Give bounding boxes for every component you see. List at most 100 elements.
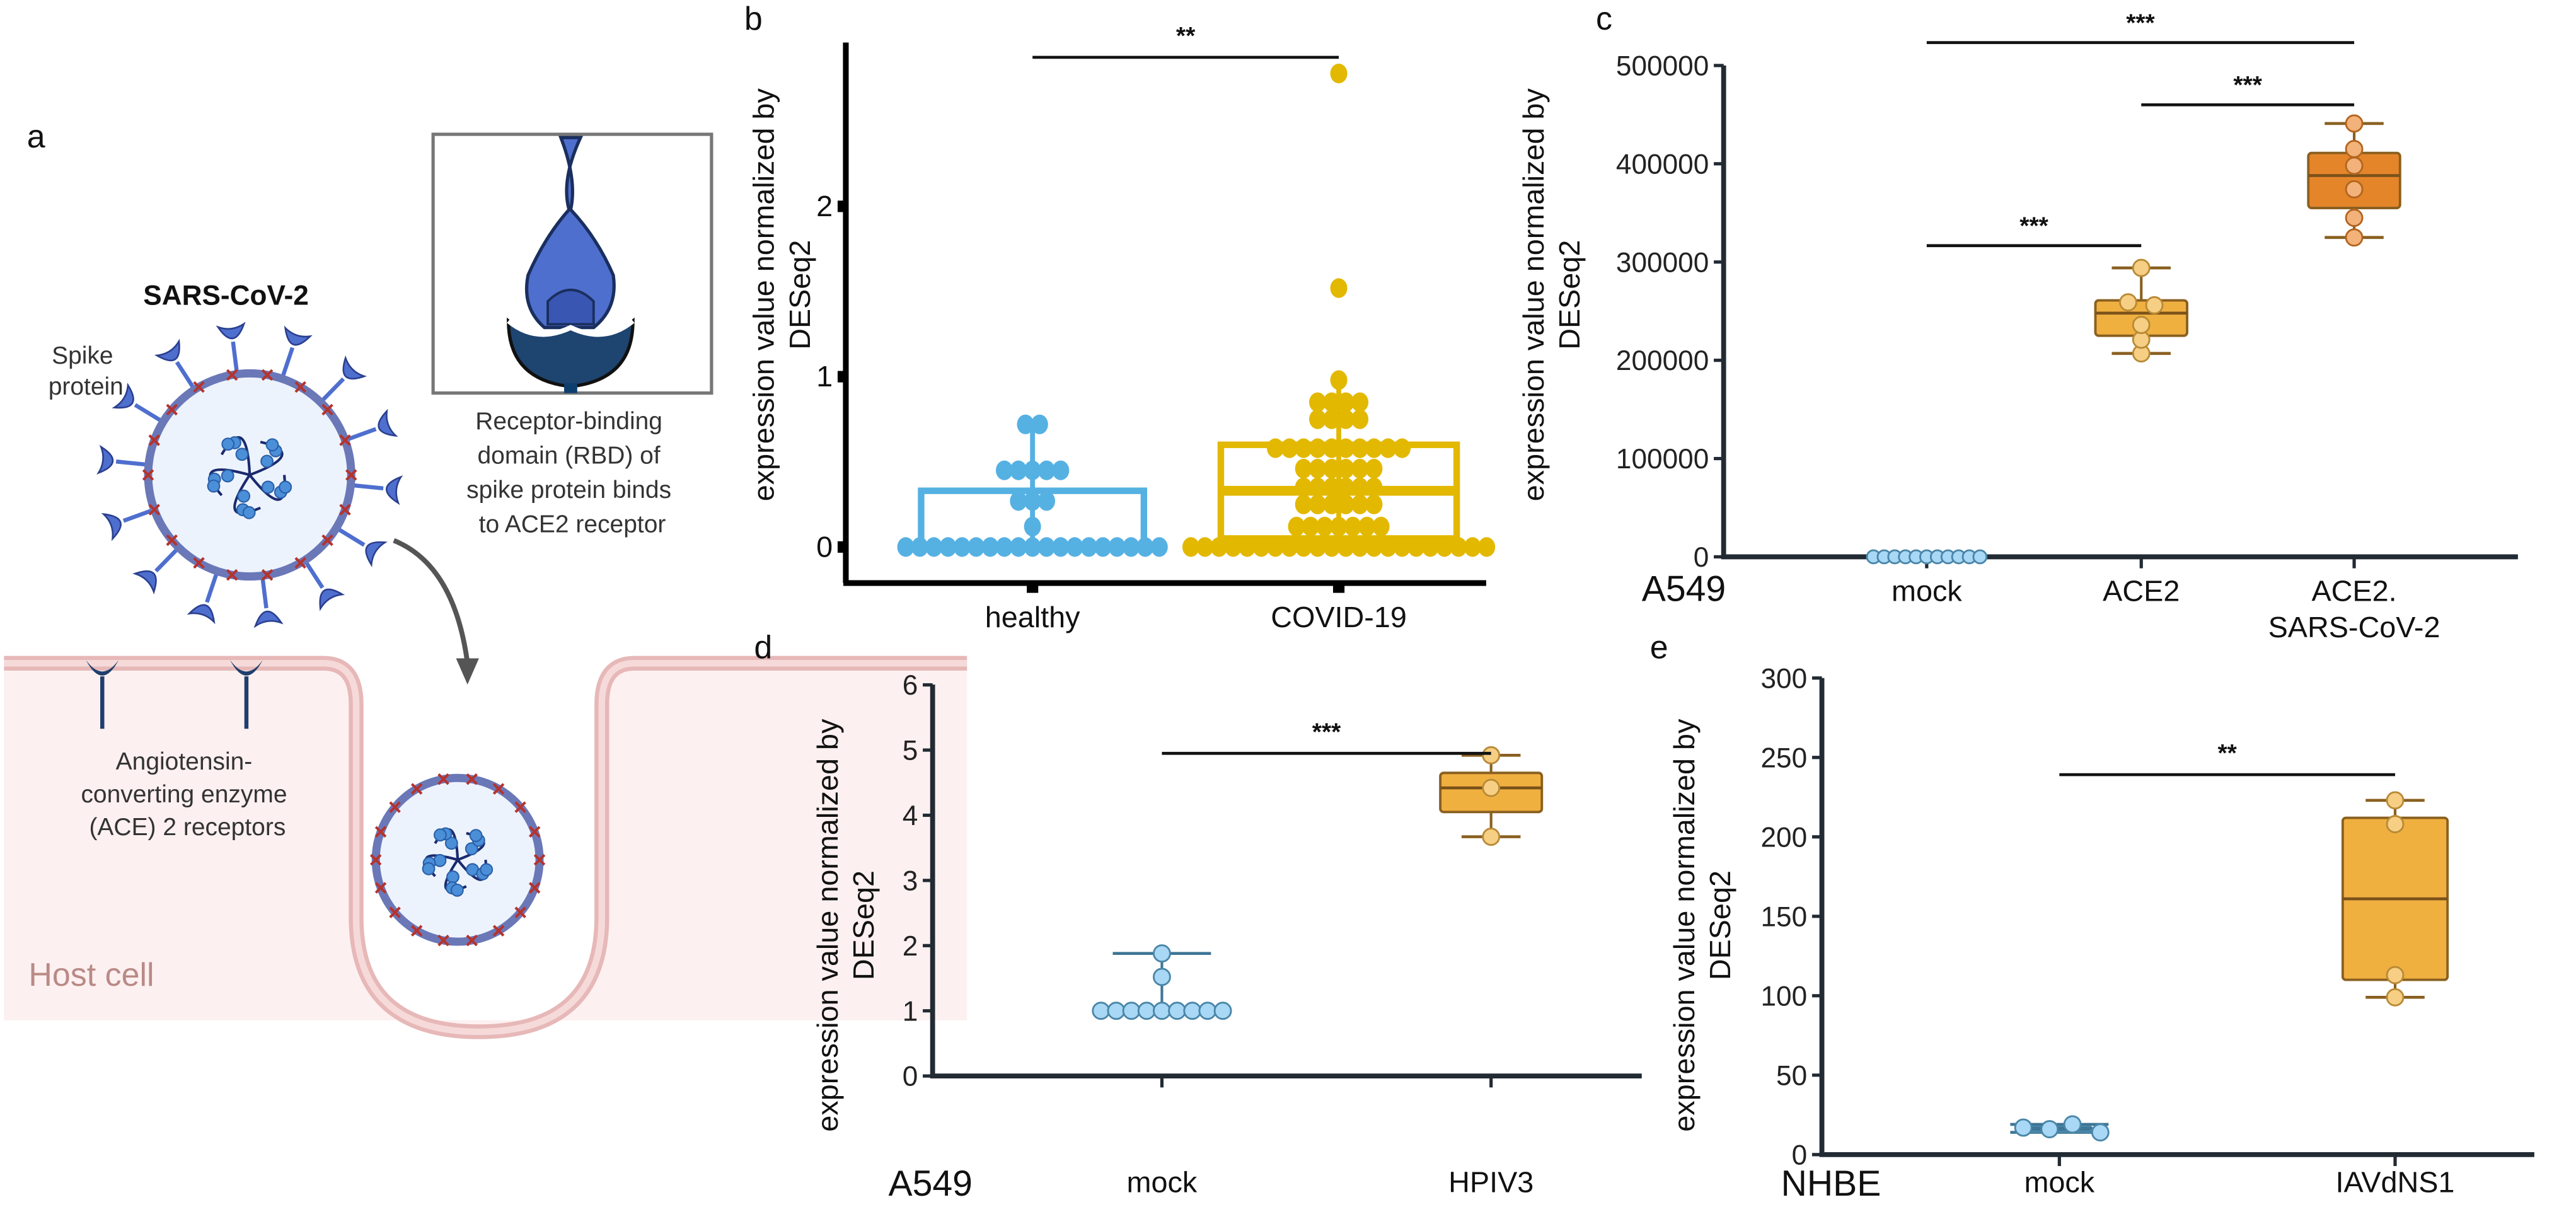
data-point [2091, 1123, 2110, 1141]
data-point [1421, 537, 1439, 557]
spike-protein-icon [101, 512, 122, 541]
membrane-protein-icon [514, 906, 526, 918]
y-tick-mark [837, 541, 846, 553]
nucleocapsid-icon [422, 862, 436, 875]
data-point [2063, 1115, 2082, 1134]
data-point [2345, 114, 2364, 133]
data-point [1037, 491, 1056, 511]
nucleocapsid-icon [242, 505, 256, 519]
data-point [1137, 1002, 1156, 1020]
data-point [1037, 460, 1056, 480]
spike-stalk [280, 347, 295, 379]
data-point [897, 537, 915, 557]
data-point [1196, 537, 1214, 557]
data-point [2386, 791, 2405, 810]
data-point [1450, 537, 1467, 557]
ace2-caption: Angiotensin- converting enzyme (ACE) 2 r… [81, 748, 294, 841]
data-point [1379, 537, 1397, 557]
data-point [1295, 477, 1312, 497]
data-point [2386, 966, 2405, 985]
host-cell-label: Host cell [28, 957, 154, 993]
y-tick-label: 100 [1760, 981, 1807, 1012]
membrane-protein-icon [533, 853, 546, 866]
data-point [1266, 438, 1285, 458]
series-mock [1866, 549, 1988, 565]
membrane-protein-icon [321, 534, 333, 546]
virus-title: SARS-CoV-2 [143, 280, 309, 311]
data-point [1330, 370, 1348, 390]
nucleocapsid-icon [480, 863, 494, 877]
spike-protein-icon [253, 610, 284, 628]
spike-protein-icon [386, 475, 403, 505]
y-tick-label: 200000 [1616, 345, 1709, 376]
data-point [1210, 537, 1228, 557]
panel-letter-b: b [744, 1, 763, 37]
svg-text:expression value normalized by: expression value normalized by [811, 719, 844, 1132]
spike-protein-label: Spike protein [49, 342, 124, 400]
spike-protein-icon [112, 383, 134, 409]
data-point [939, 537, 957, 557]
data-point [1024, 537, 1041, 557]
y-tick-label: 400000 [1616, 149, 1709, 180]
cell-line-label: A549 [1642, 569, 1726, 609]
data-point [1323, 392, 1341, 412]
data-point [1010, 491, 1027, 511]
data-point [2119, 293, 2137, 312]
membrane-protein-icon [339, 504, 351, 516]
svg-text:DESeq2: DESeq2 [1704, 870, 1736, 980]
panel-a-diagram: a Host cell Angiotensin- converting enzy… [4, 118, 967, 1039]
cell-line-label: A549 [888, 1164, 973, 1204]
membrane-protein-icon [374, 882, 387, 894]
series-iavdns1 [2341, 791, 2449, 1007]
data-point [1066, 537, 1083, 557]
data-point [1295, 458, 1312, 479]
x-tick-label: mock [1127, 1166, 1198, 1199]
series-hpiv3 [1439, 746, 1544, 846]
arrow-head-icon [456, 658, 479, 685]
membrane-protein-icon [437, 773, 449, 785]
y-tick-label: 300000 [1616, 247, 1709, 278]
data-point [1107, 1002, 1126, 1020]
membrane-protein-icon [389, 801, 401, 813]
spike-protein-icon [96, 444, 114, 475]
spike-stalk [115, 459, 149, 467]
series-mock [1092, 944, 1232, 1020]
data-point [1323, 537, 1341, 557]
data-point [1281, 537, 1298, 557]
y-tick-label: 300 [1760, 663, 1807, 694]
data-point [1344, 516, 1361, 537]
membrane-protein-icon [193, 557, 205, 569]
data-point [1394, 438, 1411, 458]
data-point [1365, 537, 1383, 557]
membrane-protein-icon [345, 469, 357, 481]
data-point [1024, 516, 1041, 537]
x-tick-label: ACE2 [2103, 575, 2180, 608]
significance-label: ** [1176, 23, 1196, 50]
data-point [1031, 414, 1048, 434]
nucleocapsid-icon [450, 883, 464, 897]
data-point [1351, 477, 1369, 497]
data-point [1482, 778, 1501, 797]
ace2-receptor-icon [86, 660, 119, 729]
data-point [1351, 537, 1369, 557]
data-point [1337, 409, 1354, 429]
y-axis-label: expression value normalized by DESeq2 [748, 88, 816, 502]
panel-d-chart: d expression value normalized by DESeq2 … [754, 630, 1642, 1204]
spike-stalk [344, 427, 377, 442]
rbd-caption: Receptor-binding domain (RBD) of spike p… [466, 408, 678, 538]
data-point [1136, 537, 1154, 557]
y-tick-label: 3 [903, 865, 918, 896]
spike-protein-icon [132, 570, 157, 595]
svg-text:expression value normalized by: expression value normalized by [1668, 719, 1701, 1132]
membrane-protein-icon [226, 369, 238, 381]
y-axis-label: expression value normalized by DESeq2 [1668, 719, 1736, 1132]
data-point [1239, 537, 1256, 557]
significance-label: *** [1312, 719, 1341, 746]
y-tick-mark [837, 371, 846, 383]
data-point [2386, 815, 2405, 834]
y-tick-label: 4 [903, 800, 918, 831]
data-point [1372, 516, 1390, 537]
data-point [1394, 537, 1411, 557]
membrane-protein-icon [374, 826, 387, 838]
y-tick-label: 0 [1792, 1140, 1808, 1170]
